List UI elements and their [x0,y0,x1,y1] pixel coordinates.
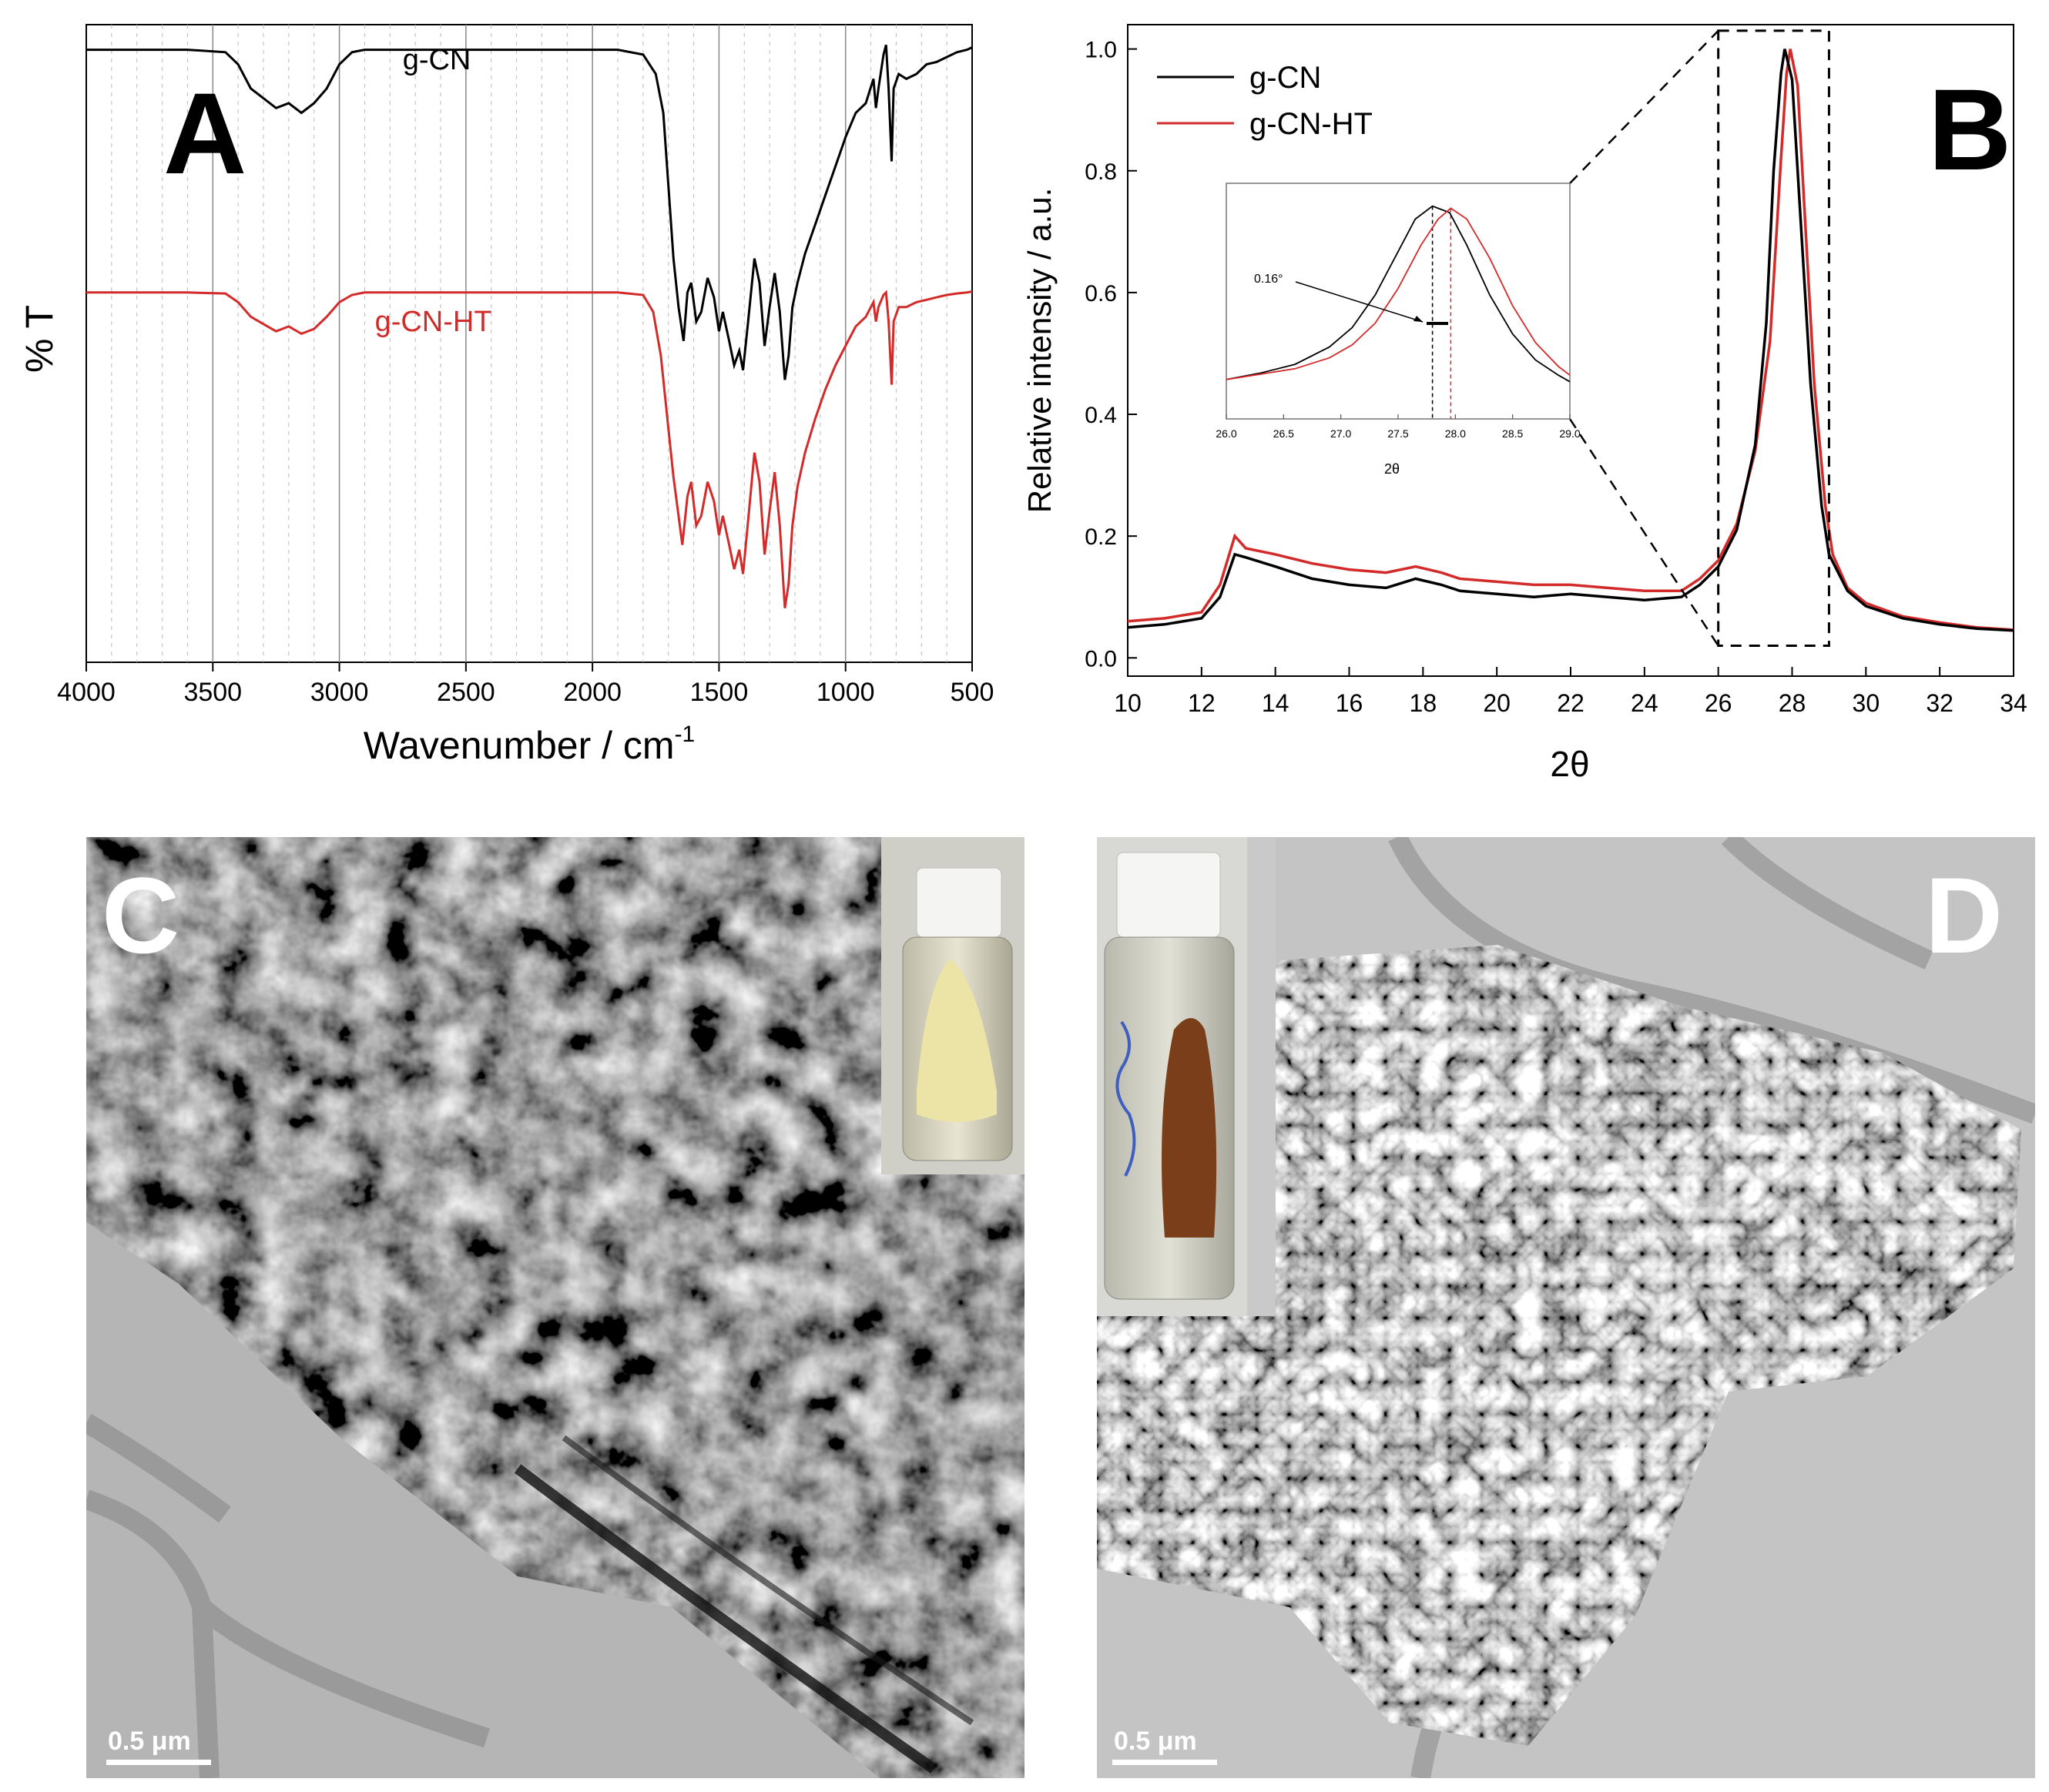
inset-series [1226,205,1571,419]
panel-letter-b: B [1928,65,2011,194]
ftir-series-line-g-CN-HT [86,290,973,608]
xrd-x-tick-label: 12 [1188,689,1216,717]
xrd-inset: 26.0 26.5 27.0 27.5 28.0 28.5 29.0 2θ 0.16° [1216,183,1581,477]
xrd-chart: 10 12 14 16 18 20 22 24 26 28 30 32 34 0.0 0.2 0.4 0.6 0.… [1021,24,2027,784]
ftir-x-tick-label: 3000 [310,678,369,707]
inset-series-line-g-CN [1226,205,1571,383]
ftir-x-tick-label: 1000 [817,678,875,707]
panel-d: D 0.5 μm [1097,837,2035,1778]
inset-x-tick-label: 26.5 [1273,427,1294,440]
ftir-plot-frame [86,24,973,663]
xrd-zoom-box [1568,29,1830,647]
ftir-x-tick-label: 2500 [437,678,495,707]
inset-x-tick-label: 29.0 [1559,427,1580,440]
vial-photo-brown [1097,837,1276,1316]
inset-annotation: 0.16° [1254,273,1283,286]
scale-bar-label-c: 0.5 μm [108,1727,191,1756]
xrd-x-tick-label: 24 [1631,689,1658,717]
xrd-x-axis-label: 2θ [1550,744,1589,784]
legend-label-g-cn-ht: g-CN-HT [1249,107,1373,141]
inset-arrow-head [1414,316,1423,322]
legend-label-g-cn: g-CN [1249,61,1321,95]
ftir-series-line-g-CN [86,44,973,380]
ftir-x-tick-label: 2000 [563,678,622,707]
xrd-x-tick-label: 22 [1557,689,1585,717]
tem-image-g-cn: C 0.5 μm [86,837,1024,1778]
panel-b: 10 12 14 16 18 20 22 24 26 28 30 32 34 0.0 0.2 0.4 0.6 0.… [1017,0,2049,793]
xrd-x-tick-label: 30 [1853,689,1880,717]
inset-x-tick-label: 28.5 [1502,427,1523,440]
inset-x-tick-label: 27.5 [1387,427,1408,440]
ftir-x-axis-label: Wavenumber / cm-1 [364,722,696,767]
inset-x-tick-label: 28.0 [1445,427,1466,440]
ftir-x-tick-label: 3500 [183,678,242,707]
xrd-x-tick-label: 26 [1705,689,1732,717]
tem-image-g-cn-ht: D 0.5 μm [1097,837,2035,1778]
scale-bar-d [1112,1760,1217,1765]
ftir-x-ticks: 4000 3500 3000 2500 2000 1500 1000 500 [57,662,994,707]
ftir-y-axis-label: % T [18,305,61,373]
ftir-series [86,44,973,608]
inset-frame [1226,183,1571,420]
xrd-series-line-g-CN [1127,49,2014,632]
xrd-x-tick-label: 18 [1410,689,1437,717]
ftir-chart: 4000 3500 3000 2500 2000 1500 1000 500 A g-CN g… [18,24,994,767]
xrd-y-tick-label: 0.8 [1085,159,1117,185]
panel-letter-a: A [163,69,246,198]
g-cn-label: g-CN [403,44,471,76]
xrd-x-tick-label: 34 [2000,689,2027,717]
xrd-legend: g-CN g-CN-HT [1157,61,1373,141]
xrd-y-tick-label: 0.2 [1085,524,1117,550]
vial-photo-yellow [881,837,1024,1174]
xrd-series [1127,49,2014,632]
ftir-x-tick-label: 1500 [690,678,749,707]
xrd-y-axis-label: Relative intensity / a.u. [1021,188,1058,514]
inset-annotation-arrow [1295,281,1424,323]
xrd-y-tick-label: 0.0 [1085,646,1117,672]
inset-ticks: 26.0 26.5 27.0 27.5 28.0 28.5 29.0 [1216,414,1581,440]
scale-bar-label-d: 0.5 μm [1114,1727,1197,1756]
xrd-x-tick-label: 16 [1336,689,1363,717]
ftir-x-tick-label: 500 [951,678,994,707]
xrd-x-tick-label: 20 [1483,689,1511,717]
xrd-x-tick-label: 14 [1262,689,1289,717]
xrd-x-tick-label: 32 [1926,689,1953,717]
xrd-ticks: 10 12 14 16 18 20 22 24 26 28 30 32 34 0.0 0.2 0.4 0.6 0.… [1085,38,2027,717]
g-cn-ht-label: g-CN-HT [375,306,492,338]
xrd-y-tick-label: 0.6 [1085,281,1117,306]
xrd-zoom-rect [1717,29,1830,647]
inset-x-tick-label: 26.0 [1216,427,1236,440]
panel-letter-c: C [102,855,179,976]
xrd-series-line-g-CN-HT [1127,49,2014,631]
inset-series-line-g-CN-HT [1226,207,1571,380]
inset-x-tick-label: 27.0 [1330,427,1351,440]
xrd-y-tick-label: 0.4 [1085,403,1117,428]
panel-c: C 0.5 μm [86,837,1024,1778]
inset-x-label: 2θ [1384,461,1400,477]
scale-bar-c [106,1760,211,1765]
xrd-zoom-connector-bottom [1568,418,1719,647]
panel-letter-d: D [1925,855,2003,976]
xrd-x-tick-label: 10 [1114,689,1142,717]
carbon-grid-lines [86,1413,490,1778]
ftir-x-tick-label: 4000 [57,678,116,707]
xrd-x-tick-label: 28 [1779,689,1806,717]
xrd-y-tick-label: 1.0 [1085,38,1117,63]
panel-a: 4000 3500 3000 2500 2000 1500 1000 500 A g-CN g… [0,0,1017,785]
